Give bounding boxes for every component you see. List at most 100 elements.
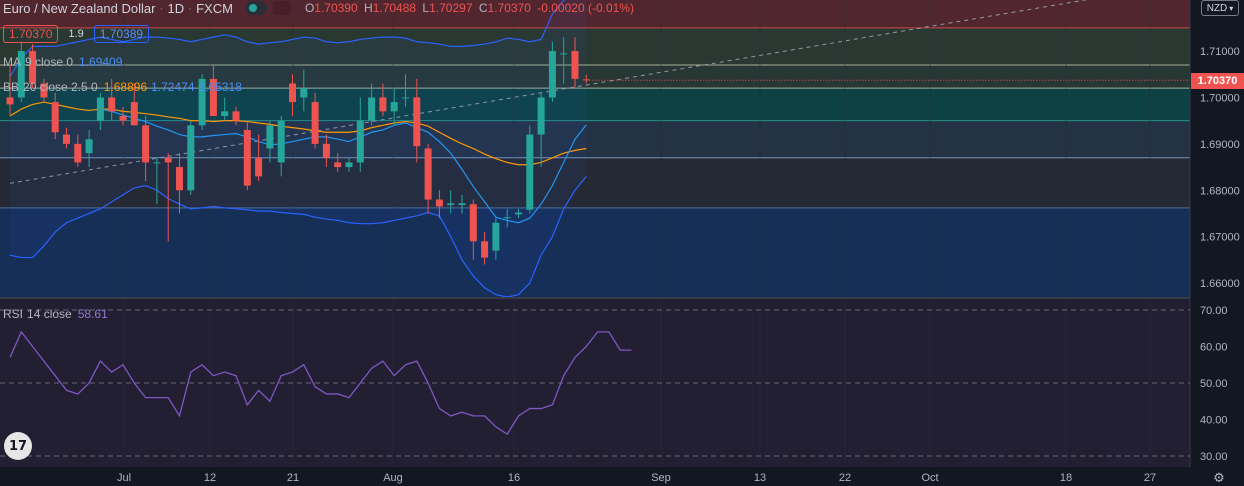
candle <box>40 78 48 103</box>
last-price-tag: 1.70370 <box>1191 73 1244 89</box>
candle-body <box>300 88 308 98</box>
candle-body <box>515 212 522 215</box>
candle <box>277 116 285 177</box>
candle <box>481 232 489 265</box>
candle-body <box>560 53 568 55</box>
candle-body <box>176 167 183 191</box>
zone-gray <box>0 157 1190 208</box>
candle <box>424 143 432 214</box>
candle <box>345 157 353 172</box>
candle-body <box>153 162 161 164</box>
symbol-title[interactable]: Euro / New Zealand Dollar <box>3 0 156 16</box>
candle <box>311 92 319 149</box>
candle-body <box>221 111 229 117</box>
time-axis-label: 16 <box>508 472 520 484</box>
candle <box>74 134 82 168</box>
currency-selector[interactable]: NZD ▾ <box>1201 0 1239 16</box>
bb-upper-line <box>9 0 567 77</box>
alert-dot[interactable] <box>272 1 291 15</box>
candle <box>322 134 330 168</box>
price-axis-label: 1.70000 <box>1200 92 1240 104</box>
candle-body <box>17 51 25 98</box>
candle <box>537 92 545 168</box>
candle-body <box>40 83 48 98</box>
candle-body <box>526 134 534 210</box>
zone-green-2 <box>0 64 1190 89</box>
candle <box>255 134 263 181</box>
time-axis-label: 21 <box>287 472 299 484</box>
candle-body <box>492 222 500 251</box>
candle-body <box>255 157 263 177</box>
zone-teal <box>0 88 1190 121</box>
candle <box>96 92 104 130</box>
interval-label[interactable]: 1D <box>167 0 185 16</box>
candle-body <box>108 97 116 112</box>
time-axis-label: Oct <box>921 472 938 484</box>
candle <box>266 120 274 163</box>
candle-body <box>537 97 545 135</box>
time-axis-label: Sep <box>651 472 671 484</box>
candle-body <box>390 102 398 112</box>
buy-button[interactable]: 1.70389 <box>93 25 150 43</box>
price-axis-label: 1.69000 <box>1200 139 1240 151</box>
exchange-label: FXCM <box>196 0 233 16</box>
zone-top <box>0 0 1190 28</box>
candle-body <box>142 125 150 163</box>
time-axis-label: 13 <box>754 472 766 484</box>
bb-fill <box>10 0 587 297</box>
candle <box>503 208 511 228</box>
candle-body <box>322 143 330 158</box>
price-axis-label: 1.66000 <box>1200 278 1240 290</box>
rsi-axis-label: 40.00 <box>1200 415 1228 427</box>
candle-body <box>503 217 511 219</box>
bb-legend[interactable]: BB 20 close 2.5 0 1.68896 1.72474 1.6531… <box>3 80 242 94</box>
candle-body <box>198 78 206 126</box>
tradingview-logo[interactable]: 17 <box>4 432 32 460</box>
candle <box>548 41 556 103</box>
candle-body <box>368 97 376 121</box>
candle <box>187 120 195 195</box>
rsi-legend[interactable]: RSI 14 close 58.61 <box>3 307 108 321</box>
candle-body <box>356 120 364 163</box>
candle-body <box>447 203 455 206</box>
candle-body <box>164 157 172 163</box>
ohlc-values: O1.70390 H1.70488 L1.70297 C1.70370 -0.0… <box>304 1 634 15</box>
gear-icon[interactable]: ⚙ <box>1213 471 1225 486</box>
zone-blue <box>0 207 1190 297</box>
spread-label: 1.9 <box>68 28 84 40</box>
candle-body <box>6 97 14 105</box>
sell-button[interactable]: 1.70370 <box>3 25 59 43</box>
candle <box>119 106 127 126</box>
candle <box>176 153 183 214</box>
chevron-down-icon: ▾ <box>1229 3 1234 13</box>
candle-body <box>345 162 353 168</box>
candle <box>51 92 59 140</box>
ma9-line <box>100 108 587 224</box>
candle <box>435 190 443 219</box>
candle <box>164 153 172 242</box>
rsi-line <box>9 330 632 436</box>
candle <box>413 78 421 163</box>
candle <box>63 127 70 149</box>
ma-legend[interactable]: MA 9 close 0 1.69409 <box>3 55 123 69</box>
rsi-axis-label: 50.00 <box>1200 378 1228 390</box>
candle <box>368 83 376 126</box>
bb-basis-line <box>9 101 587 166</box>
candle-body <box>266 125 274 149</box>
candle-body <box>379 97 387 112</box>
candle-body <box>232 111 240 121</box>
candle-body <box>289 83 296 103</box>
candle <box>571 37 579 89</box>
candle <box>447 190 455 214</box>
candle-body <box>311 102 319 144</box>
candle-body <box>424 148 432 200</box>
candle <box>85 129 93 168</box>
candle <box>402 74 409 107</box>
candle-body <box>413 97 421 147</box>
candle-body <box>277 120 285 163</box>
rsi-axis-label: 30.00 <box>1200 451 1228 463</box>
bb-lower-line <box>9 175 587 298</box>
candle-body <box>243 129 251 186</box>
candle <box>458 194 466 214</box>
